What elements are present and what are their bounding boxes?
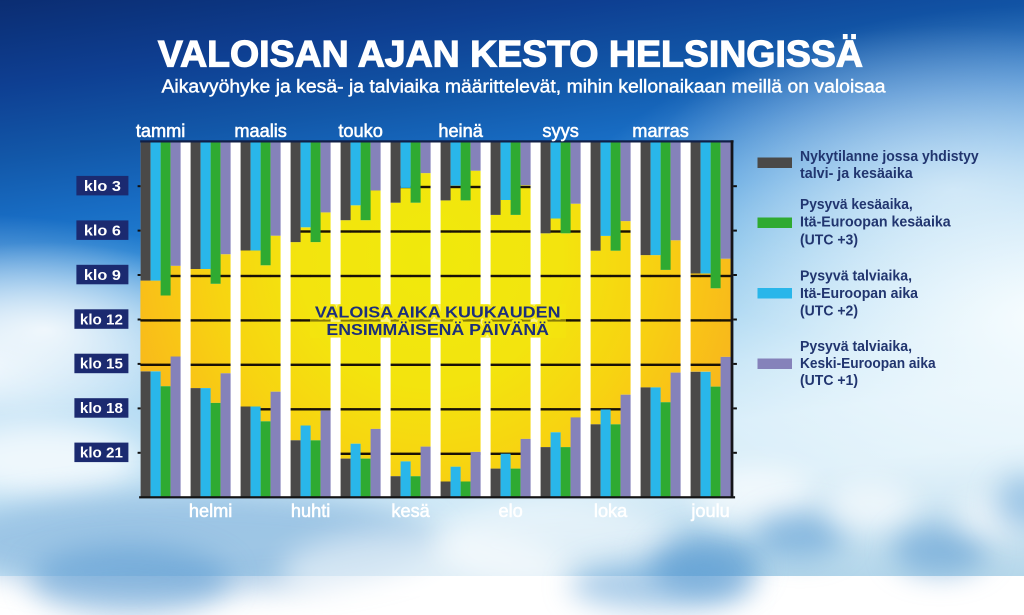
svg-text:ENSIMMÄISENÄ PÄIVÄNÄ: ENSIMMÄISENÄ PÄIVÄNÄ xyxy=(326,321,549,339)
svg-text:(UTC +1): (UTC +1) xyxy=(800,372,858,389)
svg-text:Keski-Euroopan aika: Keski-Euroopan aika xyxy=(800,355,936,372)
svg-text:Pysyvä talviaika,: Pysyvä talviaika, xyxy=(800,268,912,285)
svg-text:Itä-Euroopan aika: Itä-Euroopan aika xyxy=(800,285,919,302)
svg-text:Pysyvä talviaika,: Pysyvä talviaika, xyxy=(800,338,912,355)
svg-text:VALOISA AIKA KUUKAUDEN: VALOISA AIKA KUUKAUDEN xyxy=(315,304,561,321)
svg-text:heinä: heinä xyxy=(438,121,483,141)
svg-text:Nykytilanne jossa yhdistyy: Nykytilanne jossa yhdistyy xyxy=(800,148,979,165)
svg-text:klo 12: klo 12 xyxy=(80,312,123,328)
svg-text:klo 18: klo 18 xyxy=(80,401,123,417)
svg-text:maalis: maalis xyxy=(234,121,287,141)
svg-text:klo 6: klo 6 xyxy=(84,223,121,239)
svg-text:klo 3: klo 3 xyxy=(84,179,121,195)
svg-text:VALOISAN AJAN KESTO HELSINGISS: VALOISAN AJAN KESTO HELSINGISSÄ xyxy=(158,34,863,75)
svg-text:loka: loka xyxy=(594,501,628,521)
svg-text:Aikavyöhyke ja kesä- ja talvia: Aikavyöhyke ja kesä- ja talviaika määrit… xyxy=(162,77,887,97)
svg-text:joulu: joulu xyxy=(690,501,729,521)
svg-text:(UTC +2): (UTC +2) xyxy=(800,302,858,319)
svg-text:syys: syys xyxy=(542,121,578,141)
svg-text:marras: marras xyxy=(632,121,689,141)
svg-text:Itä-Euroopan kesäaika: Itä-Euroopan kesäaika xyxy=(800,214,951,231)
svg-text:huhti: huhti xyxy=(291,501,330,521)
svg-text:klo 9: klo 9 xyxy=(84,268,121,284)
svg-text:talvi- ja kesäaika: talvi- ja kesäaika xyxy=(800,165,913,182)
svg-text:Pysyvä kesäaika,: Pysyvä kesäaika, xyxy=(800,196,913,213)
svg-text:klo 15: klo 15 xyxy=(80,357,123,373)
svg-text:helmi: helmi xyxy=(189,501,232,521)
svg-text:kesä: kesä xyxy=(391,501,430,521)
svg-text:tammi: tammi xyxy=(136,121,186,141)
svg-text:klo 21: klo 21 xyxy=(80,446,123,462)
svg-text:touko: touko xyxy=(338,121,383,141)
svg-text:(UTC +3): (UTC +3) xyxy=(800,231,858,248)
svg-text:elo: elo xyxy=(498,501,522,521)
